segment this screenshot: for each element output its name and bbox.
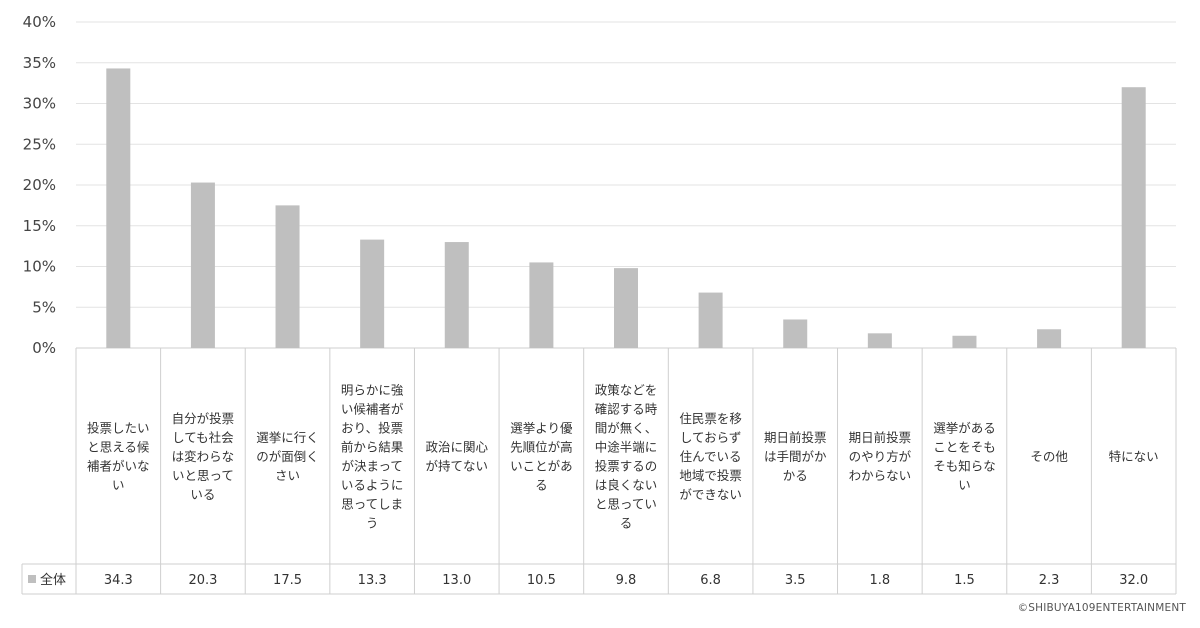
category-label: 確認する時 [595,402,658,417]
category-label: しておらず [680,430,742,445]
category-label: のやり方が [849,449,912,464]
value-label: 10.5 [527,573,556,588]
category-label: おり、投票 [341,421,403,436]
category-label: 住民票を移 [679,411,742,426]
category-label: しても社会 [172,430,234,445]
category-label: いる [190,487,215,502]
y-tick-label: 40% [23,13,56,31]
category-label: と思える候 [87,440,150,455]
y-tick-label: 30% [23,95,56,113]
bar [867,333,892,348]
category-label: 政策などを [595,383,658,398]
category-label: 投票したい [87,421,150,436]
category-label: 補者がいな [87,459,150,474]
category-label: は手間がか [764,449,827,464]
category-label: る [535,478,548,493]
category-label: 先順位が高 [510,440,573,455]
category-label: 選挙より優 [510,421,573,436]
bars [106,68,1146,348]
category-label: い [958,478,971,493]
value-label: 6.8 [700,573,721,588]
value-label: 9.8 [616,573,637,588]
category-label: のが面倒く [256,449,319,464]
bar [275,205,300,348]
bar [444,242,469,348]
y-tick-label: 25% [23,135,56,153]
bar [190,182,215,348]
category-label: 自分が投票 [172,411,235,426]
category-label: と思ってい [595,497,657,512]
legend-label: 全体 [40,572,66,588]
value-label: 34.3 [104,573,133,588]
y-tick-label: 20% [23,176,56,194]
category-label: は良くない [595,478,658,493]
category-label: は変わらな [172,449,235,464]
category-label: いるように [341,478,404,493]
value-label: 20.3 [188,573,217,588]
category-label: が決まって [341,459,402,474]
y-tick-label: 5% [32,298,56,316]
category-label: 明らかに強 [341,383,404,398]
category-label: 住んでいる [680,449,742,464]
y-tick-label: 0% [32,339,56,357]
value-label: 1.5 [954,573,975,588]
bar [614,268,638,348]
bar [1037,329,1062,348]
y-tick-label: 15% [23,217,56,235]
bar [529,262,554,348]
value-label: 32.0 [1119,573,1148,588]
category-label: 間が無く、 [595,421,658,436]
category-label: 地域で投票 [679,468,742,483]
y-tick-label: 35% [23,54,56,72]
bar [360,239,385,348]
bar [952,335,977,348]
category-label: い候補者が [341,402,404,417]
category-label: 選挙に行く [256,430,319,445]
data-table: 全体投票したいと思える候補者がいない34.3自分が投票しても社会は変わらないと思… [21,348,1177,595]
category-label: ことをそも [933,440,996,455]
category-label: かる [783,468,808,483]
category-label: 投票するの [595,459,658,474]
y-tick-label: 10% [23,258,56,276]
value-label: 2.3 [1039,573,1060,588]
value-label: 13.3 [358,573,387,588]
copyright-text: ©SHIBUYA109ENTERTAINMENT [1017,602,1186,614]
category-label: その他 [1030,449,1068,464]
bar [698,292,723,348]
category-label: 特にない [1109,449,1159,464]
category-label: 前から結果 [341,440,404,455]
category-label: 中途半端に [595,440,658,455]
value-label: 13.0 [442,573,471,588]
category-label: い [112,478,125,493]
bar [106,68,131,348]
legend-swatch [28,575,36,583]
category-label: いと思って [172,468,234,483]
category-label: が持てない [426,459,489,474]
category-label: いことがあ [510,459,573,474]
category-label: う [366,516,379,531]
category-label: ができない [679,487,742,502]
value-label: 3.5 [785,573,806,588]
value-label: 17.5 [273,573,302,588]
category-label: さい [275,468,300,483]
category-label: 期日前投票 [764,430,827,445]
category-label: そも知らな [933,459,996,474]
category-label: わからない [849,468,912,483]
category-label: 思ってしま [341,497,403,512]
y-axis-ticks: 0% 5% 10% 15% 20% 25% 30% 35% 40% [23,13,56,357]
category-label: 選挙がある [933,421,996,436]
bar [1121,87,1146,348]
category-label: 政治に関心 [426,440,489,455]
category-label: 期日前投票 [849,430,912,445]
bar [783,319,808,348]
category-label: る [620,516,633,531]
value-label: 1.8 [870,573,891,588]
